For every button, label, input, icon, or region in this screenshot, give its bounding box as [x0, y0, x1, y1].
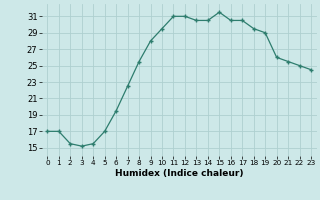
X-axis label: Humidex (Indice chaleur): Humidex (Indice chaleur): [115, 169, 244, 178]
